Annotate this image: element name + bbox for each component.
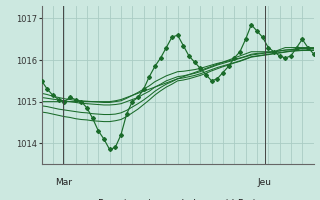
Text: Jeu: Jeu bbox=[258, 178, 272, 187]
Text: Mar: Mar bbox=[55, 178, 72, 187]
Text: Pression niveau de la mer( hPa ): Pression niveau de la mer( hPa ) bbox=[99, 199, 257, 200]
